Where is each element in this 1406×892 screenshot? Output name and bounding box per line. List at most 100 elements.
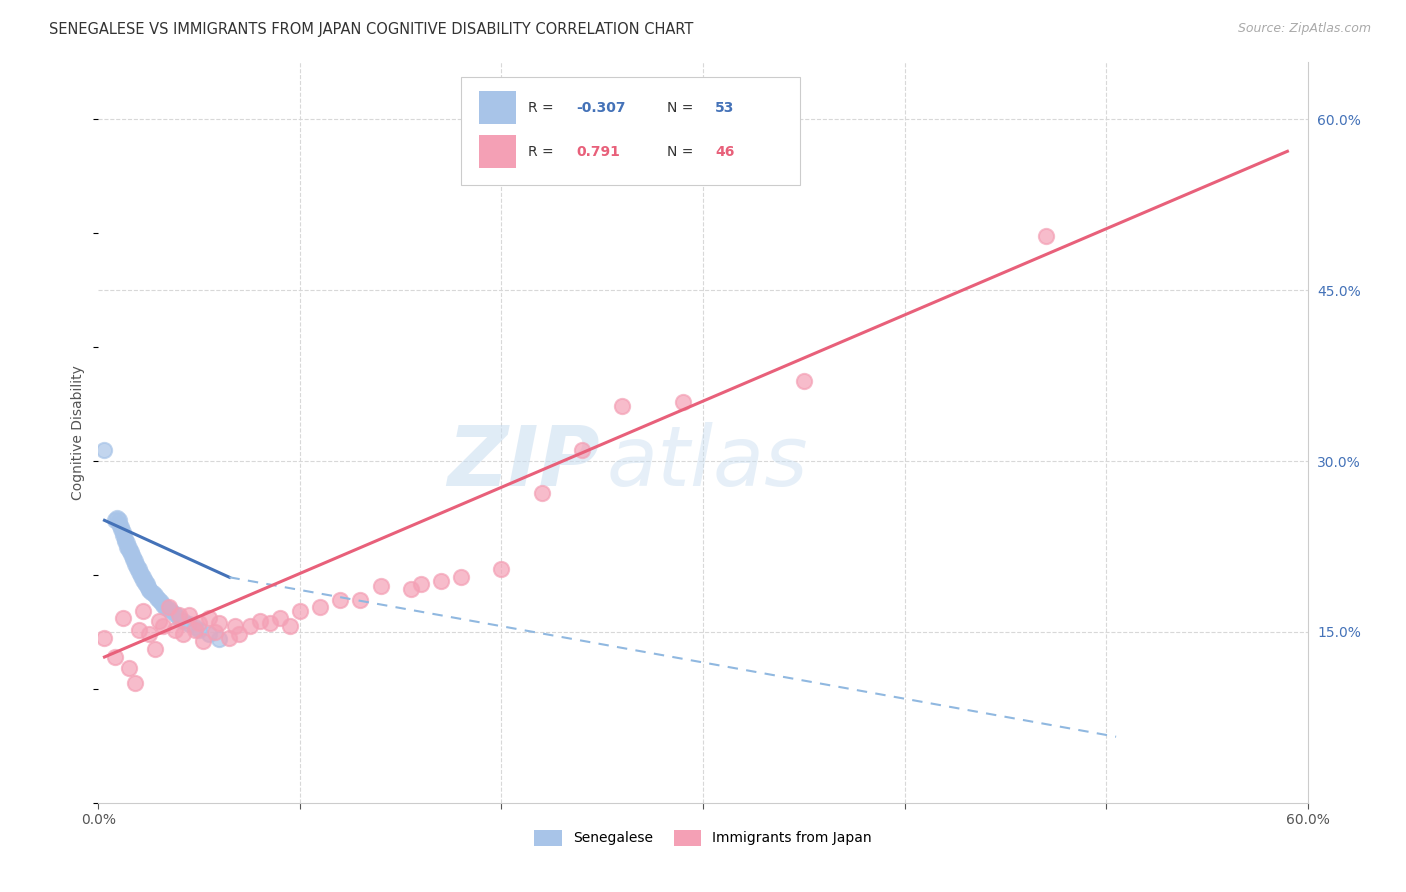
Point xyxy=(107,516,129,531)
Point xyxy=(121,549,143,564)
Point xyxy=(184,620,207,634)
Point xyxy=(188,615,211,630)
Point xyxy=(208,632,231,646)
Point xyxy=(198,627,221,641)
Point xyxy=(132,573,155,587)
Point xyxy=(129,566,152,581)
Point xyxy=(103,650,125,665)
Point xyxy=(132,604,155,618)
FancyBboxPatch shape xyxy=(461,78,800,185)
Point xyxy=(208,615,231,630)
Text: R =: R = xyxy=(527,101,558,114)
Point xyxy=(111,528,134,542)
Point xyxy=(571,442,593,457)
Point xyxy=(188,623,211,637)
Point xyxy=(399,582,422,596)
Point xyxy=(121,552,143,566)
Point xyxy=(167,611,190,625)
Point xyxy=(430,574,453,588)
Point xyxy=(409,577,432,591)
FancyBboxPatch shape xyxy=(479,135,516,169)
Point xyxy=(118,541,141,555)
Point xyxy=(125,561,148,575)
Point xyxy=(249,614,271,628)
Point xyxy=(118,543,141,558)
Text: 53: 53 xyxy=(716,101,734,114)
Point xyxy=(105,511,128,525)
Point xyxy=(491,562,513,576)
Point xyxy=(1035,228,1057,243)
Point xyxy=(530,486,553,500)
Point xyxy=(239,619,262,633)
Point xyxy=(139,585,162,599)
Point xyxy=(135,579,157,593)
Point xyxy=(93,442,115,457)
Point xyxy=(124,676,146,690)
Point xyxy=(125,558,148,573)
Point xyxy=(143,642,166,657)
Text: N =: N = xyxy=(666,101,697,114)
Point xyxy=(129,569,152,583)
Point xyxy=(204,624,226,639)
Point xyxy=(259,615,281,630)
Point xyxy=(269,611,291,625)
Point xyxy=(184,623,207,637)
Point xyxy=(114,532,136,546)
Text: ZIP: ZIP xyxy=(447,422,600,503)
Point xyxy=(110,523,132,537)
Point xyxy=(193,634,215,648)
Y-axis label: Cognitive Disability: Cognitive Disability xyxy=(72,365,86,500)
Point xyxy=(132,570,155,584)
Text: 46: 46 xyxy=(716,145,734,159)
Point xyxy=(134,576,156,591)
Point xyxy=(167,607,190,622)
Point xyxy=(110,520,132,534)
Point xyxy=(142,586,165,600)
Point xyxy=(309,599,332,614)
Point xyxy=(115,536,138,550)
Point xyxy=(793,375,815,389)
Text: atlas: atlas xyxy=(606,422,808,503)
Point xyxy=(135,577,157,591)
Point xyxy=(160,604,183,618)
Point xyxy=(114,533,136,548)
Point xyxy=(124,554,146,568)
Text: Source: ZipAtlas.com: Source: ZipAtlas.com xyxy=(1237,22,1371,36)
Point xyxy=(172,627,194,641)
Point xyxy=(370,579,392,593)
Text: R =: R = xyxy=(527,145,558,159)
Point xyxy=(120,548,142,562)
Point xyxy=(148,614,170,628)
Point xyxy=(107,513,129,527)
Point xyxy=(349,593,371,607)
Point xyxy=(218,631,240,645)
Point xyxy=(157,602,180,616)
Point xyxy=(93,631,115,645)
Point xyxy=(179,617,201,632)
Point xyxy=(120,545,142,559)
Text: 0.791: 0.791 xyxy=(576,145,620,159)
Point xyxy=(198,611,221,625)
Point xyxy=(163,607,186,621)
Point xyxy=(152,619,174,633)
Point xyxy=(329,593,352,607)
Point xyxy=(224,619,246,633)
Point xyxy=(672,395,695,409)
Point xyxy=(111,524,134,539)
Point xyxy=(138,627,160,641)
Point xyxy=(153,599,176,614)
Point xyxy=(124,557,146,571)
Point xyxy=(134,574,156,588)
Point xyxy=(103,513,125,527)
Point xyxy=(179,607,201,622)
Point xyxy=(115,540,138,554)
Point xyxy=(228,627,250,641)
Point xyxy=(157,599,180,614)
Point xyxy=(149,595,172,609)
Point xyxy=(146,591,169,605)
Point xyxy=(148,593,170,607)
Point xyxy=(152,598,174,612)
Point xyxy=(612,400,634,414)
Text: -0.307: -0.307 xyxy=(576,101,626,114)
Point xyxy=(143,589,166,603)
